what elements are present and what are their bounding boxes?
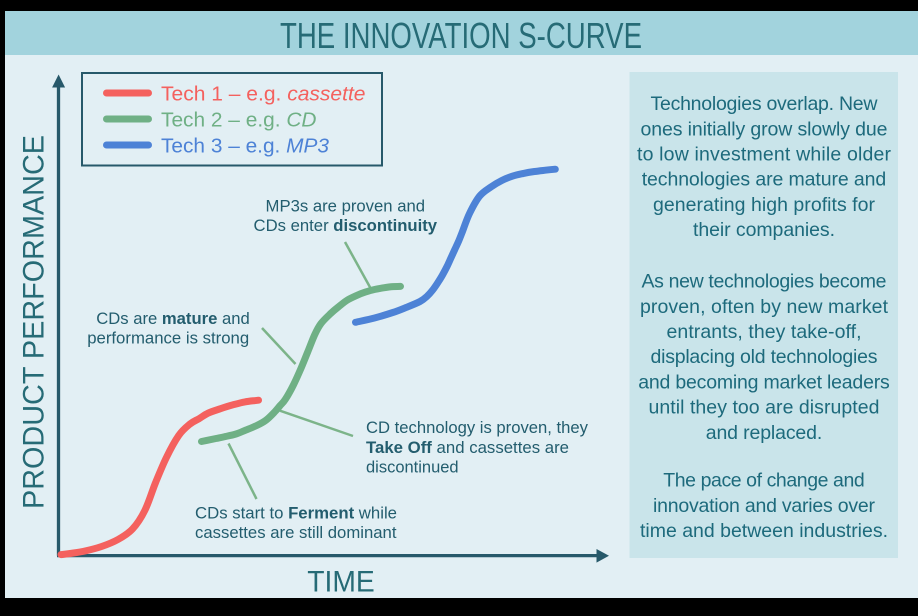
- svg-text:CD technology is proven, they: CD technology is proven, they: [366, 418, 588, 437]
- svg-text:time and between industries.: time and between industries.: [640, 520, 888, 542]
- svg-text:technologies are mature and: technologies are mature and: [642, 169, 887, 191]
- svg-text:innovation and varies over: innovation and varies over: [653, 495, 876, 517]
- svg-text:THE INNOVATION S-CURVE: THE INNOVATION S-CURVE: [280, 15, 642, 56]
- svg-text:CDs start to Ferment while: CDs start to Ferment while: [195, 504, 397, 523]
- svg-text:displacing old technologies: displacing old technologies: [651, 346, 878, 368]
- svg-text:to low investment while older: to low investment while older: [637, 144, 892, 166]
- svg-text:cassettes are still dominant: cassettes are still dominant: [195, 523, 397, 542]
- svg-text:until they too are disrupted: until they too are disrupted: [649, 397, 880, 419]
- svg-text:Tech 2 – e.g. CD: Tech 2 – e.g. CD: [161, 109, 317, 131]
- svg-text:PRODUCT PERFORMANCE: PRODUCT PERFORMANCE: [18, 135, 51, 509]
- svg-text:Tech 3 – e.g. MP3: Tech 3 – e.g. MP3: [161, 135, 329, 157]
- svg-text:and replaced.: and replaced.: [706, 422, 823, 444]
- svg-text:MP3s are proven and: MP3s are proven and: [266, 197, 426, 216]
- svg-text:The pace of change and: The pace of change and: [663, 470, 865, 492]
- svg-text:ones initially grow slowly due: ones initially grow slowly due: [641, 118, 888, 140]
- svg-text:performance is strong: performance is strong: [87, 329, 249, 348]
- svg-text:and becoming market leaders: and becoming market leaders: [638, 371, 890, 393]
- svg-text:their companies.: their companies.: [693, 219, 835, 241]
- svg-text:As new technologies become: As new technologies become: [642, 271, 887, 293]
- svg-text:proven, often by new market: proven, often by new market: [640, 296, 889, 318]
- svg-text:entrants, they take-off,: entrants, they take-off,: [667, 321, 862, 343]
- svg-text:discontinued: discontinued: [366, 458, 459, 477]
- svg-text:CDs are mature and: CDs are mature and: [96, 309, 249, 328]
- svg-text:Technologies overlap. New: Technologies overlap. New: [651, 93, 879, 115]
- svg-text:CDs enter discontinuity: CDs enter discontinuity: [254, 216, 438, 235]
- svg-text:Take Off and cassettes are: Take Off and cassettes are: [366, 438, 569, 457]
- svg-text:TIME: TIME: [307, 565, 375, 598]
- svg-text:generating high profits for: generating high profits for: [653, 194, 876, 216]
- svg-text:Tech 1 – e.g. cassette: Tech 1 – e.g. cassette: [161, 83, 366, 105]
